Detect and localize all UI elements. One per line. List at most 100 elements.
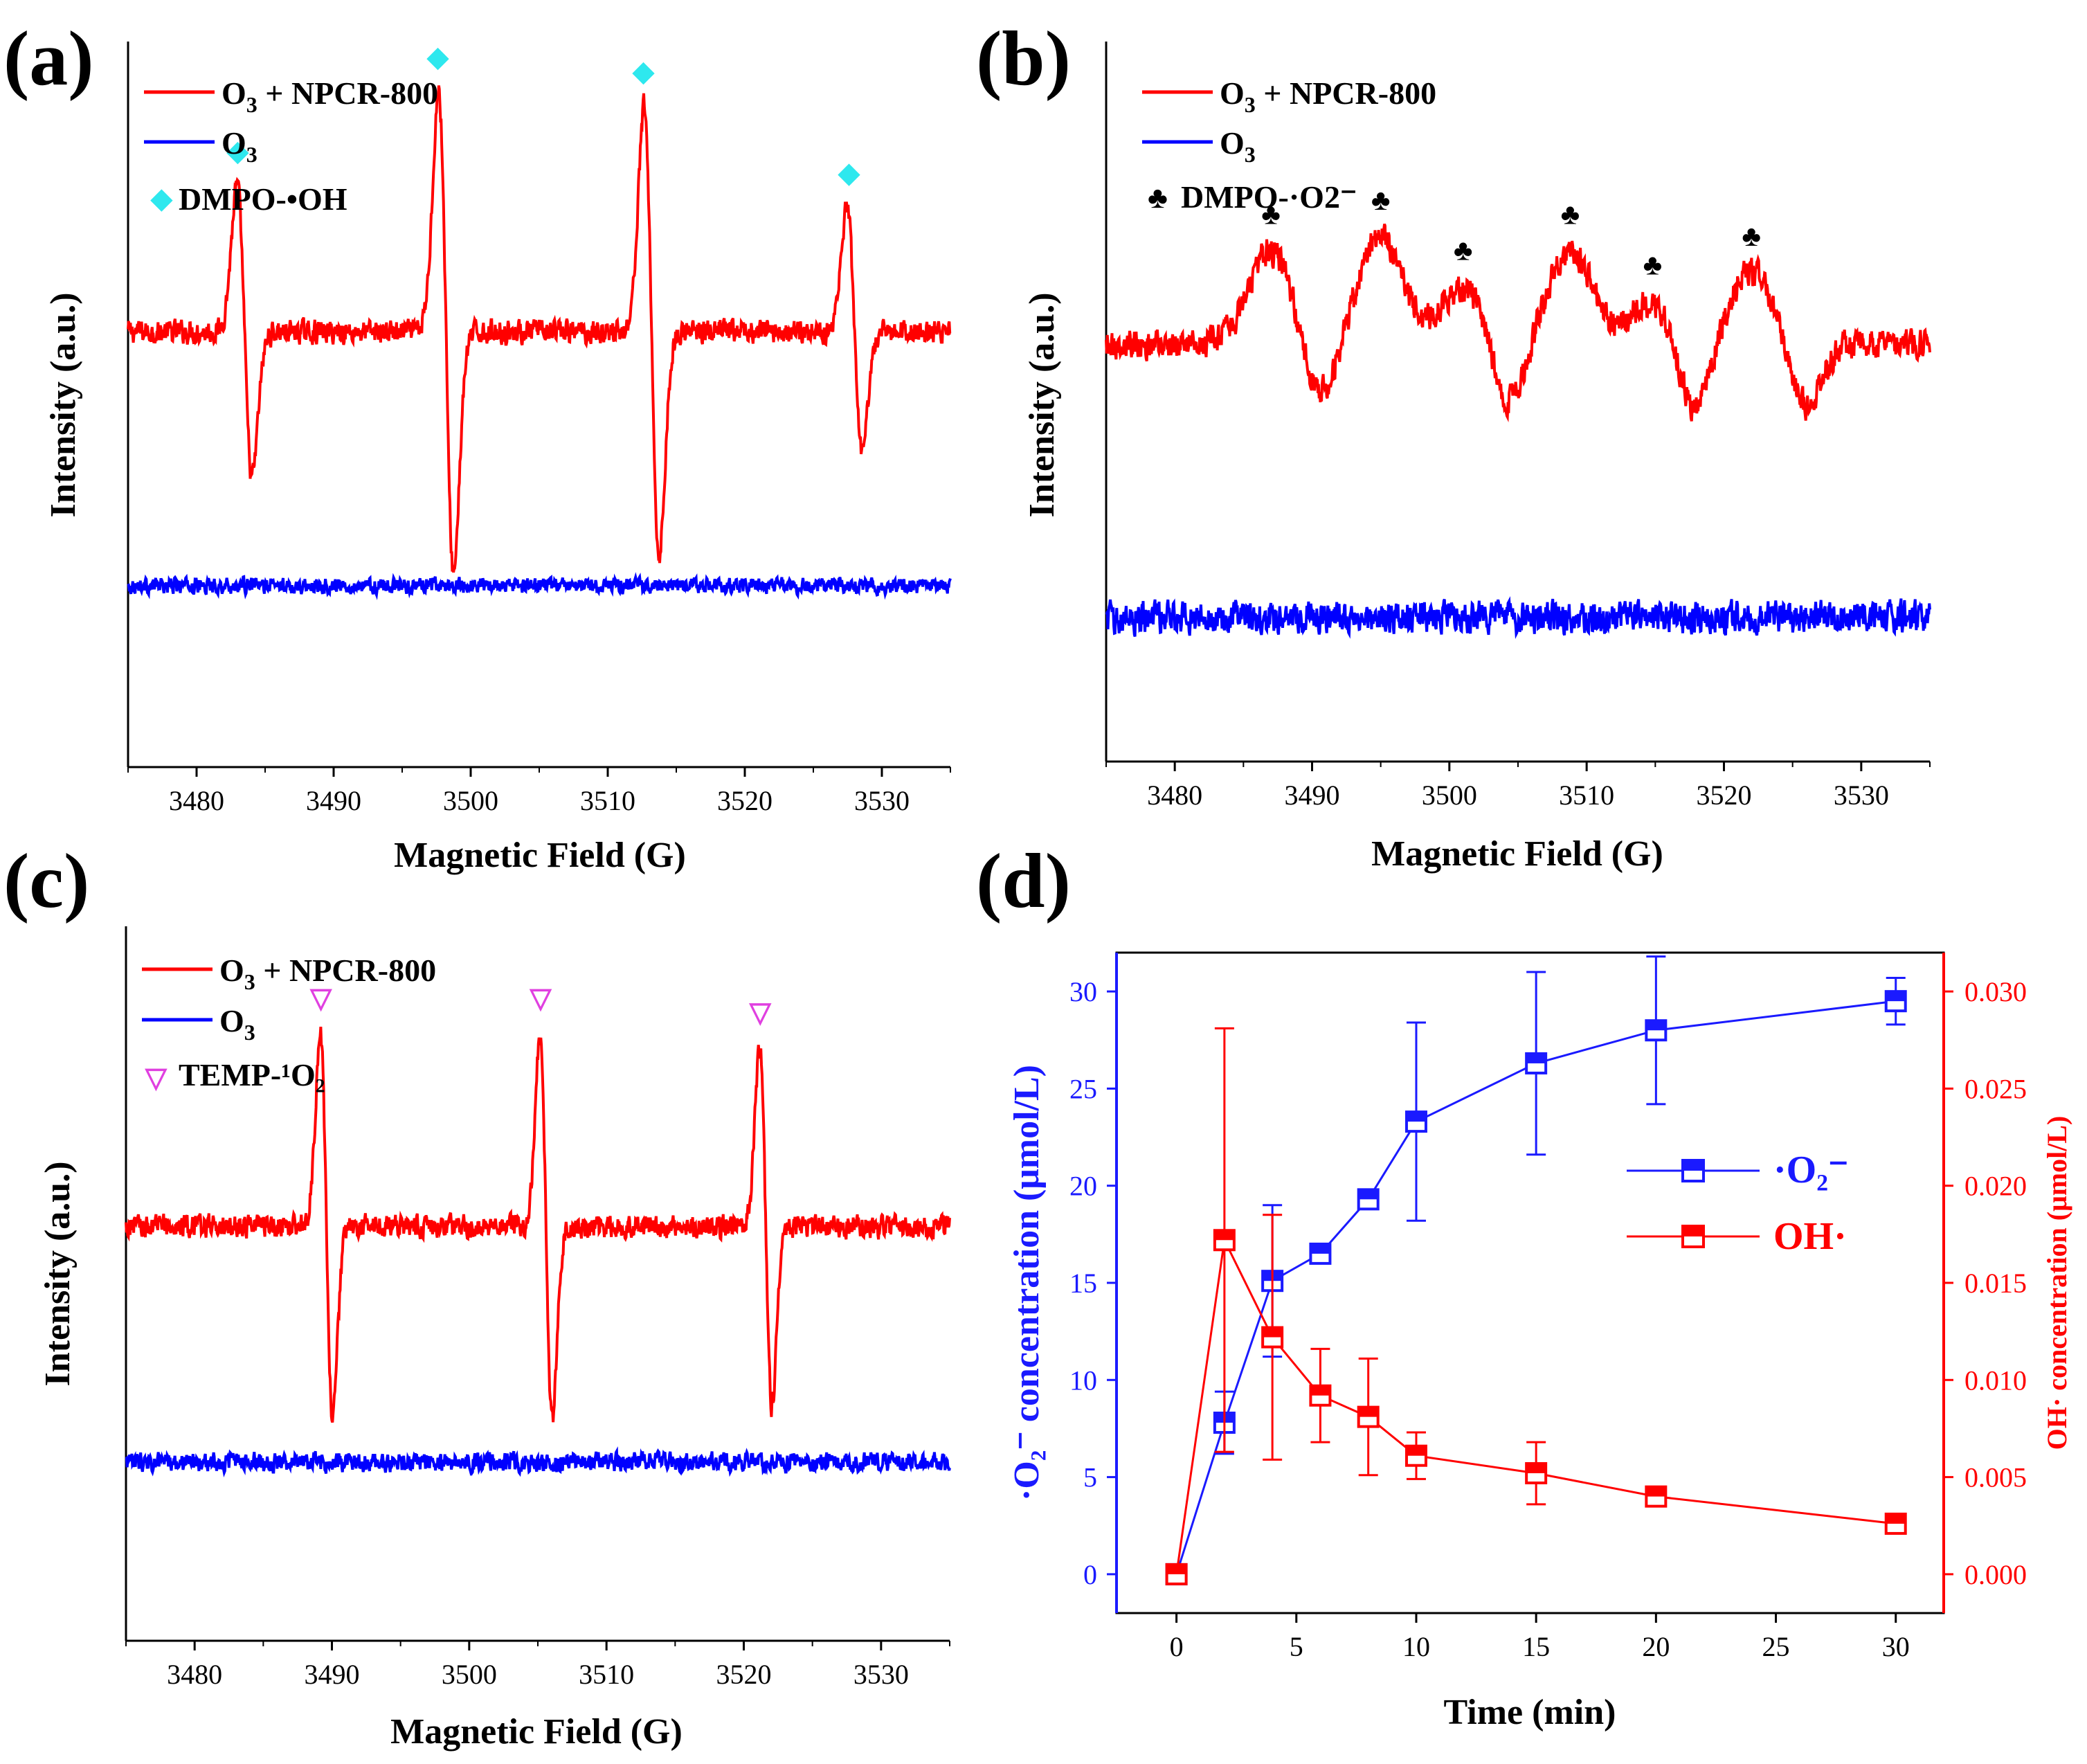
data-point-fill (1886, 991, 1906, 1002)
panel-d-y2-label: OH· concentration (μmol/L) (2041, 1116, 2072, 1450)
x-tick-label: 3510 (580, 785, 635, 816)
panel-b-ticks: 3480 3490 3500 3510 3520 3530 (1105, 762, 1931, 811)
y-tick-label: 10 (1069, 1365, 1097, 1396)
x-tick-label: 3520 (716, 1659, 772, 1690)
data-point-fill (1310, 1243, 1330, 1254)
panel-c-markers: ▽ ▽ ▽ (309, 982, 772, 1028)
panel-b-y-label: Intensity (a.u.) (1022, 292, 1062, 517)
x-tick-label: 3530 (853, 1659, 909, 1690)
panel-c-y-label: Intensity (a.u.) (38, 1161, 78, 1386)
x-tick-label: 3480 (169, 785, 224, 816)
series-line-oh (1175, 1236, 1896, 1575)
panel-c-ticks: 3480 3490 3500 3510 3520 3530 (125, 1641, 950, 1690)
x-tick-label: 5 (1290, 1631, 1303, 1662)
legend-marker-o2-fill-icon (1683, 1160, 1704, 1171)
panel-a-letter: (a) (3, 16, 94, 102)
panel-d-letter: (d) (976, 838, 1071, 924)
series-line-o3 (125, 1446, 951, 1477)
panel-c-letter: (c) (3, 838, 89, 924)
x-tick-label: 0 (1170, 1631, 1184, 1662)
x-tick-label: 30 (1882, 1631, 1910, 1662)
x-tick-label: 3500 (1422, 780, 1477, 811)
peak-marker: ◆ (632, 55, 655, 87)
y2-tick-label: 0.020 (1964, 1171, 2027, 1202)
data-point-fill (1358, 1189, 1378, 1200)
x-tick-label: 3520 (717, 785, 773, 816)
y-tick-label: 5 (1083, 1462, 1097, 1493)
data-point-fill (1646, 1020, 1666, 1031)
data-point-fill (1310, 1385, 1330, 1396)
panel-a-markers: ◆ ◆ ◆ ◆ (226, 41, 860, 188)
peak-marker: ♣ (1371, 185, 1391, 217)
data-point-fill (1166, 1564, 1186, 1574)
peak-marker: ▽ (309, 982, 332, 1014)
panel-a-x-label: Magnetic Field (G) (394, 836, 686, 875)
y-tick-label: 20 (1069, 1171, 1097, 1202)
legend-marker-club-icon: ♣ (1148, 181, 1168, 215)
x-tick-label: 3480 (167, 1659, 222, 1690)
x-tick-label: 3490 (305, 1659, 360, 1690)
legend-label-dmpo-o2: DMPO-·O2⁻ (1181, 179, 1357, 215)
peak-marker: ♣ (1643, 249, 1663, 281)
panel-b: (b) Magnetic Field (G) Intensity (a.u.) … (976, 16, 1931, 874)
panel-d-y-label: ·O₂⁻ concentration (μmol/L) (1007, 1065, 1047, 1501)
y2-tick-label: 0.015 (1964, 1268, 2027, 1299)
panel-d-legend: ·O₂⁻ OH· (1627, 1149, 1849, 1258)
peak-marker: ◆ (838, 157, 860, 188)
data-point-fill (1886, 1513, 1906, 1524)
y2-tick-label: 0.025 (1964, 1073, 2027, 1104)
legend-label-o3-npcr: O3 + NPCR-800 (222, 75, 438, 117)
panel-c-x-label: Magnetic Field (G) (390, 1712, 683, 1752)
series-line-o3 (1105, 596, 1931, 639)
panel-b-legend: O3 + NPCR-800 O3 ♣ DMPO-·O2⁻ (1142, 75, 1436, 215)
panel-d: (d) Time (min) ·O₂⁻ concentration (μmol/… (976, 838, 2072, 1732)
legend-label-temp-1o2: TEMP-¹O₂ (179, 1057, 325, 1092)
legend-label-o3: O3 (1220, 125, 1256, 167)
y2-tick-label: 0.030 (1964, 976, 2027, 1007)
panel-c-series (125, 1026, 951, 1477)
peak-marker: ▽ (530, 982, 552, 1014)
x-tick-label: 10 (1402, 1631, 1430, 1662)
x-tick-label: 3530 (1834, 780, 1889, 811)
y-tick-label: 0 (1083, 1559, 1097, 1590)
panel-d-series (1165, 955, 1907, 1585)
x-tick-label: 3490 (306, 785, 361, 816)
x-tick-label: 3510 (579, 1659, 634, 1690)
data-point-fill (1406, 1446, 1426, 1456)
y2-tick-label: 0.000 (1964, 1559, 2027, 1590)
x-tick-label: 3490 (1285, 780, 1340, 811)
x-tick-label: 3510 (1559, 780, 1614, 811)
peak-marker: ♣ (1454, 235, 1473, 267)
panel-c: (c) Magnetic Field (G) Intensity (a.u.) … (3, 838, 951, 1752)
x-tick-label: 3520 (1697, 780, 1752, 811)
x-tick-label: 3480 (1147, 780, 1202, 811)
legend-marker-oh-fill-icon (1683, 1226, 1704, 1236)
peak-marker: ◆ (426, 41, 449, 72)
panel-a-y-label: Intensity (a.u.) (44, 292, 83, 517)
panel-d-frame (1115, 951, 1945, 1614)
series-line-o3 (127, 572, 952, 600)
peak-marker: ♣ (1561, 199, 1580, 231)
panel-d-ticks: 0 5 10 15 20 25 30 0 5 10 15 20 25 30 0.000 0.005 0.010 0… (1069, 976, 2027, 1662)
series-line-o3-npcr (127, 85, 952, 573)
panel-b-markers: ♣ ♣ ♣ ♣ ♣ ♣ (1261, 185, 1761, 282)
panel-a: (a) Magnetic Field (G) Intensity (a.u.) … (3, 16, 952, 875)
y2-tick-label: 0.005 (1964, 1462, 2027, 1493)
data-point-fill (1526, 1463, 1546, 1473)
x-tick-label: 15 (1522, 1631, 1550, 1662)
x-tick-label: 25 (1762, 1631, 1790, 1662)
peak-marker: ◆ (226, 136, 249, 167)
x-tick-label: 3500 (442, 1659, 497, 1690)
legend-label-dmpo-oh: DMPO-•OH (179, 181, 347, 217)
series-line-o3-npcr (125, 1026, 951, 1423)
legend-label-o2: ·O₂⁻ (1773, 1149, 1849, 1191)
panel-c-legend: O3 + NPCR-800 O3 ▽ TEMP-¹O₂ (142, 953, 436, 1093)
peak-marker: ▽ (749, 996, 772, 1027)
x-tick-label: 3500 (443, 785, 498, 816)
legend-label-o3-npcr: O3 + NPCR-800 (1220, 75, 1436, 117)
y2-tick-label: 0.010 (1964, 1365, 2027, 1396)
panel-b-x-label: Magnetic Field (G) (1371, 834, 1663, 874)
panel-a-series (127, 85, 952, 600)
data-point-fill (1646, 1486, 1666, 1497)
